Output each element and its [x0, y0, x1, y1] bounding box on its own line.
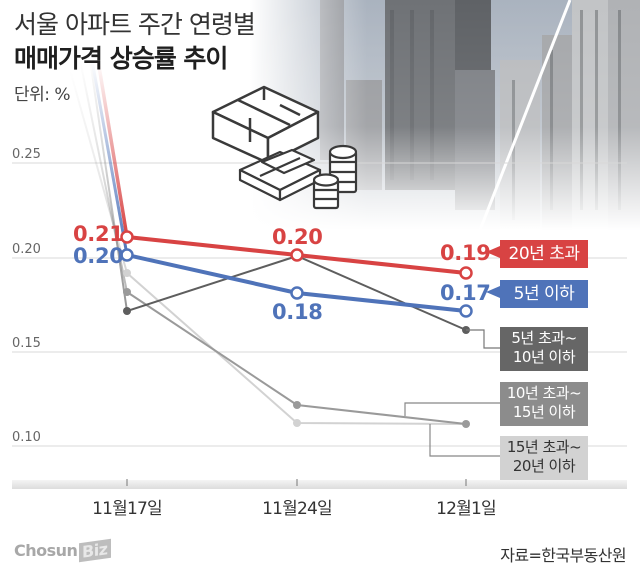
legend-10to15: 10년 초과~ 15년 이하	[500, 382, 588, 426]
legend-over20: 20년 초과	[500, 240, 588, 268]
series-under5	[120, 248, 473, 318]
series-over20	[120, 230, 473, 280]
legend-under5: 5년 이하	[500, 280, 588, 308]
source-credit: 자료=한국부동산원	[500, 546, 626, 565]
series-15to20	[123, 269, 467, 427]
value-label-over20-nov24: 0.20	[272, 225, 323, 249]
x-tick-dec1: 12월1일	[436, 499, 497, 519]
legend-15to20: 15년 초과~ 20년 이하	[500, 436, 588, 480]
legend-15to20-line2: 20년 이하	[512, 457, 576, 475]
legend-5to10-line2: 10년 이하	[512, 348, 576, 366]
unit-label: 단위: %	[14, 85, 71, 105]
value-label-under5-nov17: 0.20	[73, 244, 124, 268]
value-label-under5-nov24: 0.18	[272, 300, 323, 324]
y-tick-0.25: 0.25	[12, 147, 41, 162]
legend-leaders	[404, 246, 500, 457]
y-tick-0.15: 0.15	[12, 336, 41, 351]
chart-title-line2: 매매가격 상승률 추이	[14, 44, 228, 73]
apartment-buildings-photo	[250, 0, 640, 230]
legend-5to10-line1: 5년 초과~	[511, 329, 577, 347]
x-axis-band	[12, 480, 627, 489]
value-label-over20-dec1: 0.19	[440, 241, 491, 265]
series-10to15	[123, 288, 470, 428]
lead-in-lines	[69, 59, 129, 312]
bricks-icon	[238, 148, 322, 202]
legend-10to15-line1: 10년 초과~	[506, 384, 582, 402]
legend-15to20-line1: 15년 초과~	[506, 438, 582, 456]
x-axis-ticks	[126, 479, 467, 486]
x-tick-nov24: 11월24일	[262, 499, 333, 519]
y-tick-0.10: 0.10	[12, 430, 41, 445]
logo-text: Chosun	[14, 541, 78, 560]
legend-5to10: 5년 초과~ 10년 이하	[500, 327, 588, 371]
value-label-over20-nov17: 0.21	[73, 222, 124, 246]
value-label-under5-dec1: 0.17	[440, 281, 491, 305]
coins-icon	[312, 144, 358, 210]
chart-header: 서울 아파트 주간 연령별 매매가격 상승률 추이 단위: %	[14, 8, 256, 105]
chart-title-line1: 서울 아파트 주간 연령별	[14, 10, 256, 39]
chosunbiz-logo: Chosun Biz	[14, 538, 111, 563]
logo-accent: Biz	[79, 538, 111, 563]
legend-10to15-line2: 15년 이하	[512, 403, 576, 421]
y-tick-0.20: 0.20	[12, 242, 41, 257]
x-tick-nov17: 11월17일	[92, 499, 163, 519]
